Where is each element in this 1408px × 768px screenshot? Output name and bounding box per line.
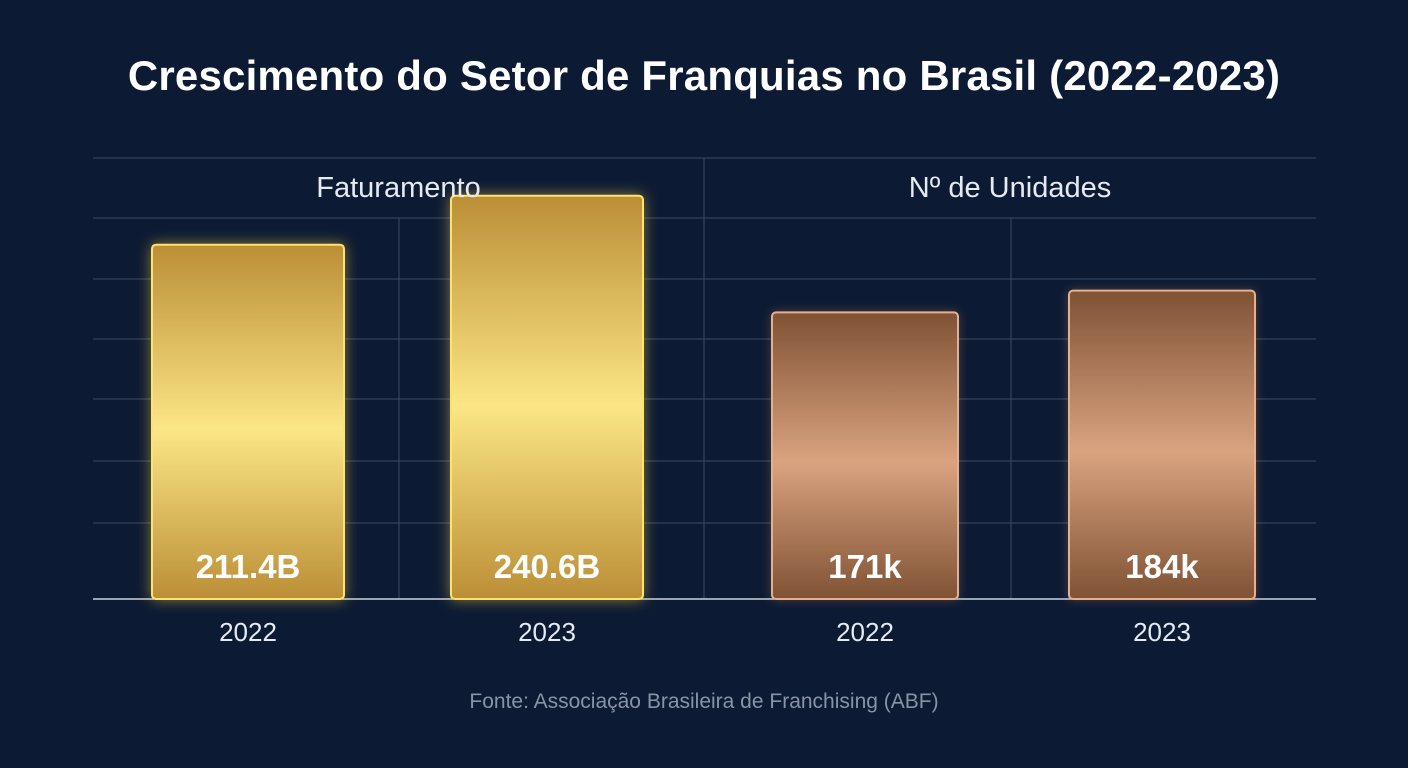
panel-label: Nº de Unidades (909, 172, 1111, 204)
source-note: Fonte: Associação Brasileira de Franchis… (469, 690, 939, 713)
bar-unidades-2022 (771, 311, 959, 600)
bar-faturamento-2023 (450, 194, 644, 600)
chart-title: Crescimento do Setor de Franquias no Bra… (127, 52, 1281, 99)
x-tick-label: 2023 (1133, 617, 1191, 647)
data-label: 171k (828, 548, 902, 585)
labels: Faturamento 211.4B 2022 240.6B 2023 Nº de Uni… (196, 172, 1200, 647)
x-tick-label: 2023 (518, 617, 576, 647)
panel-label: Faturamento (316, 172, 480, 204)
data-label: 211.4B (196, 548, 301, 585)
bars (151, 194, 1256, 600)
x-tick-label: 2022 (836, 617, 894, 647)
data-label: 240.6B (494, 548, 600, 585)
bar-unidades-2023 (1068, 289, 1256, 600)
bar-faturamento-2022 (151, 243, 345, 600)
data-label: 184k (1125, 548, 1199, 585)
x-tick-label: 2022 (219, 617, 277, 647)
